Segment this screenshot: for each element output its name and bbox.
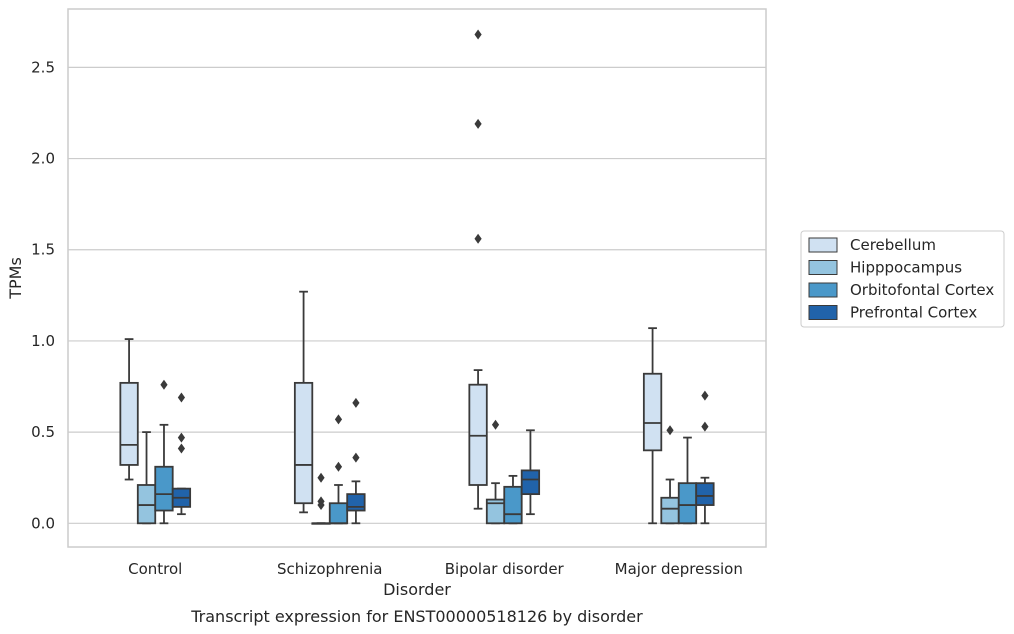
y-tick-label: 1.5	[31, 241, 55, 259]
outlier-point	[474, 233, 482, 244]
y-tick-label: 2.5	[31, 58, 55, 76]
box-orbitofontal-cortex	[154, 379, 174, 525]
box-plot-series	[119, 29, 715, 525]
box-orbitofontal-cortex	[677, 436, 698, 525]
box-iqr	[503, 485, 523, 525]
legend-label: Cerebellum	[850, 236, 936, 254]
box-iqr	[328, 502, 349, 525]
legend-frame	[800, 230, 1005, 328]
box-iqr	[468, 383, 488, 486]
outlier-point	[334, 414, 343, 425]
box-iqr	[136, 484, 157, 525]
outlier-point	[177, 432, 186, 443]
outlier-point	[701, 390, 709, 401]
legend: Cerebellum Hipppocampus Orbitofontal Corte…	[800, 230, 1005, 328]
outlier-point	[317, 472, 325, 483]
outlier-point	[474, 118, 482, 129]
y-tick-label: 1.0	[31, 332, 55, 350]
outlier-point	[491, 419, 500, 430]
x-tick-label: Control	[128, 560, 182, 578]
box-prefrontal-cortex	[171, 392, 192, 516]
box-hipppocampus	[311, 472, 331, 525]
outlier-point	[160, 379, 168, 390]
box-orbitofontal-cortex	[328, 414, 349, 525]
box-cerebellum	[293, 290, 314, 514]
y-axis-title: TPMs	[6, 257, 25, 300]
box-iqr	[154, 465, 174, 512]
box-hipppocampus	[660, 425, 680, 525]
outlier-point	[334, 461, 343, 472]
outlier-point	[701, 421, 709, 432]
y-axis-ticks: 0.0 0.5 1.0 1.5 2.0 2.5	[31, 58, 55, 532]
box-hipppocampus	[485, 419, 506, 525]
x-tick-label: Major depression	[615, 560, 743, 578]
legend-label: Hipppocampus	[850, 259, 962, 277]
outlier-point	[474, 29, 482, 40]
box-prefrontal-cortex	[346, 397, 366, 525]
outlier-point	[177, 443, 186, 454]
y-tick-label: 0.5	[31, 423, 55, 441]
box-prefrontal-cortex	[695, 390, 715, 525]
y-tick-label: 0.0	[31, 514, 55, 532]
box-prefrontal-cortex	[520, 429, 541, 516]
box-hipppocampus	[136, 431, 157, 525]
box-iqr	[677, 482, 698, 525]
legend-swatch	[808, 305, 838, 320]
box-iqr	[119, 381, 139, 466]
box-iqr	[660, 496, 680, 525]
x-axis-ticks: Control Schizophrenia Bipolar disorder Majo…	[128, 560, 743, 578]
box-iqr	[642, 372, 663, 452]
outlier-point	[352, 397, 360, 408]
chart-caption: Transcript expression for ENST0000051812…	[190, 607, 643, 626]
gridlines	[68, 66, 766, 524]
x-axis-title: Disorder	[383, 580, 451, 599]
legend-swatch	[808, 260, 838, 275]
outlier-point	[666, 425, 674, 436]
box-iqr	[695, 482, 715, 506]
x-tick-label: Schizophrenia	[277, 560, 382, 578]
outlier-point	[177, 392, 186, 403]
box-orbitofontal-cortex	[503, 474, 523, 525]
outlier-point	[317, 500, 325, 511]
box-iqr	[520, 469, 541, 496]
box-iqr	[346, 493, 366, 512]
y-tick-label: 2.0	[31, 150, 55, 168]
legend-swatch	[808, 237, 838, 253]
outlier-point	[352, 452, 360, 463]
box-cerebellum	[119, 338, 139, 481]
box-cerebellum	[468, 29, 488, 510]
plot-frame	[67, 8, 767, 548]
legend-label: Prefrontal Cortex	[850, 304, 977, 322]
box-iqr	[293, 381, 314, 505]
legend-label: Orbitofontal Cortex	[850, 281, 994, 299]
legend-swatch	[808, 282, 838, 298]
x-tick-label: Bipolar disorder	[445, 560, 565, 578]
box-cerebellum	[642, 327, 663, 525]
